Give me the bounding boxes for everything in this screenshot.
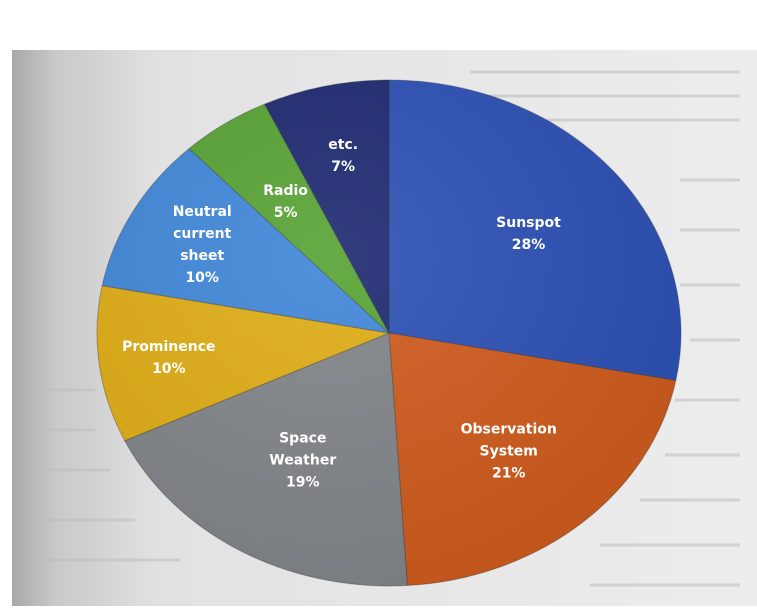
slice-name-line: Sunspot xyxy=(496,215,561,231)
slice-percent: 10% xyxy=(152,361,186,377)
slice-name-line: Observation xyxy=(461,422,557,438)
slice-percent: 19% xyxy=(286,474,320,490)
slice-name-line: current xyxy=(173,226,232,242)
slice-name-line: sheet xyxy=(180,248,224,264)
slice-name-line: Prominence xyxy=(122,339,215,355)
slice-name-line: Radio xyxy=(263,183,308,199)
slice-label-sunspot: Sunspot 28% xyxy=(496,215,561,253)
slice-percent: 28% xyxy=(512,237,546,253)
slice-label-space-weather: Space Weather 19% xyxy=(269,430,336,490)
slice-name-line: Space xyxy=(279,430,326,446)
slice-label-etc: etc. 7% xyxy=(328,137,358,175)
slice-label-prominence: Prominence 10% xyxy=(122,339,215,377)
slice-percent: 10% xyxy=(185,270,219,286)
slice-name-line: Weather xyxy=(269,452,336,468)
slice-labels: Sunspot 28% Observation System 21% Space Weath… xyxy=(122,137,561,490)
slice-label-radio: Radio 5% xyxy=(263,183,308,221)
slice-label-observation-system: Observation System 21% xyxy=(461,422,557,482)
slice-name-line: Neutral xyxy=(173,204,232,220)
slice-name-line: System xyxy=(480,444,538,460)
slice-label-neutral-current-sheet: Neutral current sheet 10% xyxy=(173,204,232,286)
slice-percent: 5% xyxy=(274,205,298,221)
slice-percent: 7% xyxy=(331,159,355,175)
slice-name-line: etc. xyxy=(328,137,358,153)
pie-slices xyxy=(96,79,682,587)
slice-percent: 21% xyxy=(492,466,526,482)
